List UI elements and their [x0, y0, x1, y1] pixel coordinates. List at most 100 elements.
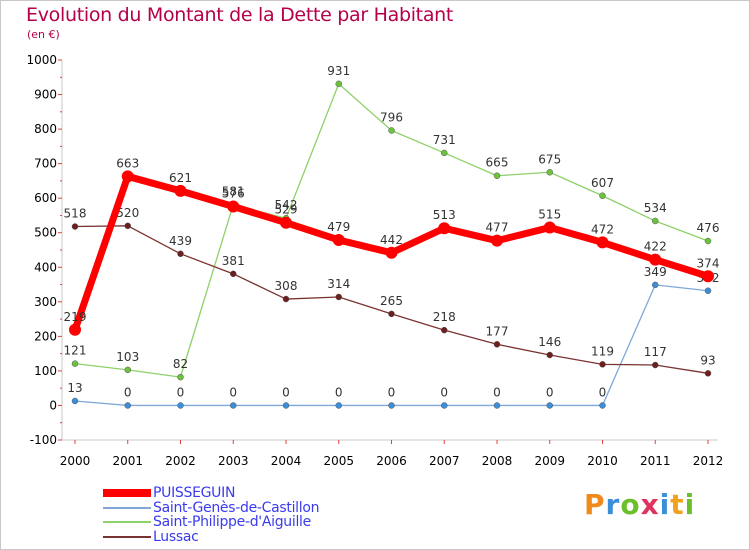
data-point	[704, 287, 712, 295]
logo-letter: i	[684, 488, 696, 521]
data-point	[280, 216, 292, 229]
y-tick-label: 0	[49, 398, 57, 412]
data-label: 117	[644, 345, 667, 359]
data-point	[599, 361, 606, 368]
line-chart: -100010020030040050060070080090010002000…	[26, 53, 724, 468]
y-tick-label: 100	[34, 364, 57, 378]
x-tick-label: 2008	[482, 454, 513, 468]
logo-letter: P	[584, 488, 606, 521]
data-point	[69, 323, 81, 336]
data-label: 0	[177, 385, 185, 399]
data-point	[599, 402, 606, 409]
data-label: 515	[538, 208, 561, 222]
data-label: 219	[64, 310, 87, 324]
data-point	[282, 402, 290, 409]
data-point	[649, 253, 662, 266]
legend-label: Saint-Genès-de-Castillon	[153, 499, 320, 516]
legend-label: PUISSEGUIN	[153, 485, 236, 501]
data-label: 0	[493, 385, 501, 399]
logo-letter: r	[605, 488, 621, 521]
data-label: 13	[67, 381, 82, 395]
legend-swatch	[103, 506, 151, 509]
x-tick-label: 2002	[165, 454, 196, 468]
data-point	[230, 402, 237, 409]
data-label: 931	[327, 64, 350, 78]
data-point	[441, 402, 448, 409]
y-tick-label: -100	[30, 433, 57, 447]
data-point	[493, 172, 501, 179]
data-label: 119	[591, 344, 614, 358]
data-label: 476	[697, 221, 720, 235]
data-point	[491, 234, 503, 247]
data-label: 665	[486, 156, 509, 170]
data-label: 442	[380, 233, 403, 247]
data-point	[121, 170, 134, 183]
x-tick-label: 2012	[693, 454, 724, 468]
x-tick-label: 2011	[640, 454, 671, 468]
data-label: 731	[433, 133, 456, 147]
unit-label: (en €)	[27, 28, 60, 41]
data-label: 381	[222, 254, 245, 268]
y-tick-label: 1000	[26, 53, 57, 67]
x-tick-label: 2009	[534, 454, 565, 468]
data-label: 607	[591, 176, 614, 190]
data-label: 0	[546, 385, 554, 399]
data-point	[177, 402, 184, 409]
data-point	[546, 169, 553, 176]
data-point	[441, 326, 448, 334]
data-point	[335, 293, 342, 301]
data-label: 0	[440, 385, 448, 399]
x-tick-label: 2005	[323, 454, 354, 468]
data-point	[543, 221, 556, 234]
data-label: 0	[229, 385, 237, 399]
data-point	[704, 237, 712, 245]
data-label: 542	[275, 198, 298, 212]
x-tick-label: 2001	[112, 454, 143, 468]
x-tick-label: 2000	[60, 454, 91, 468]
data-label: 422	[644, 240, 667, 254]
data-point	[71, 223, 79, 230]
y-tick-label: 400	[34, 260, 57, 274]
proxiti-logo[interactable]: Proxiti	[584, 488, 695, 521]
chart-title: Evolution du Montant de la Dette par Hab…	[26, 4, 454, 26]
legend-swatch	[103, 489, 151, 497]
data-point	[441, 149, 448, 157]
data-point	[71, 397, 79, 405]
data-point	[702, 270, 714, 283]
data-point	[388, 310, 395, 318]
data-label: 121	[64, 344, 87, 358]
y-tick-label: 300	[34, 295, 57, 309]
data-point	[596, 236, 609, 249]
data-label: 177	[486, 324, 509, 338]
data-label: 439	[169, 234, 192, 248]
data-label: 477	[486, 221, 509, 235]
data-point	[546, 402, 553, 409]
y-tick-label: 800	[34, 122, 57, 136]
data-point	[174, 184, 187, 197]
data-label: 796	[380, 110, 403, 124]
data-point	[177, 373, 184, 381]
data-label: 513	[433, 208, 456, 222]
data-point	[438, 222, 451, 235]
data-label: 265	[380, 294, 403, 308]
data-label: 518	[64, 207, 87, 221]
y-tick-label: 700	[34, 157, 57, 171]
data-point	[385, 246, 398, 259]
data-point	[493, 402, 501, 409]
data-point	[599, 192, 606, 200]
data-point	[546, 351, 553, 359]
x-tick-label: 2003	[218, 454, 249, 468]
data-label: 82	[173, 357, 188, 371]
y-tick-label: 600	[34, 191, 57, 205]
data-point	[704, 370, 712, 377]
data-point	[652, 361, 659, 369]
data-point	[493, 341, 501, 348]
data-point	[227, 200, 240, 213]
data-point	[282, 295, 290, 303]
data-label: 103	[116, 350, 139, 364]
data-label: 374	[697, 256, 720, 270]
data-label: 308	[275, 279, 298, 293]
data-label: 534	[644, 201, 667, 215]
data-label: 520	[116, 206, 139, 220]
